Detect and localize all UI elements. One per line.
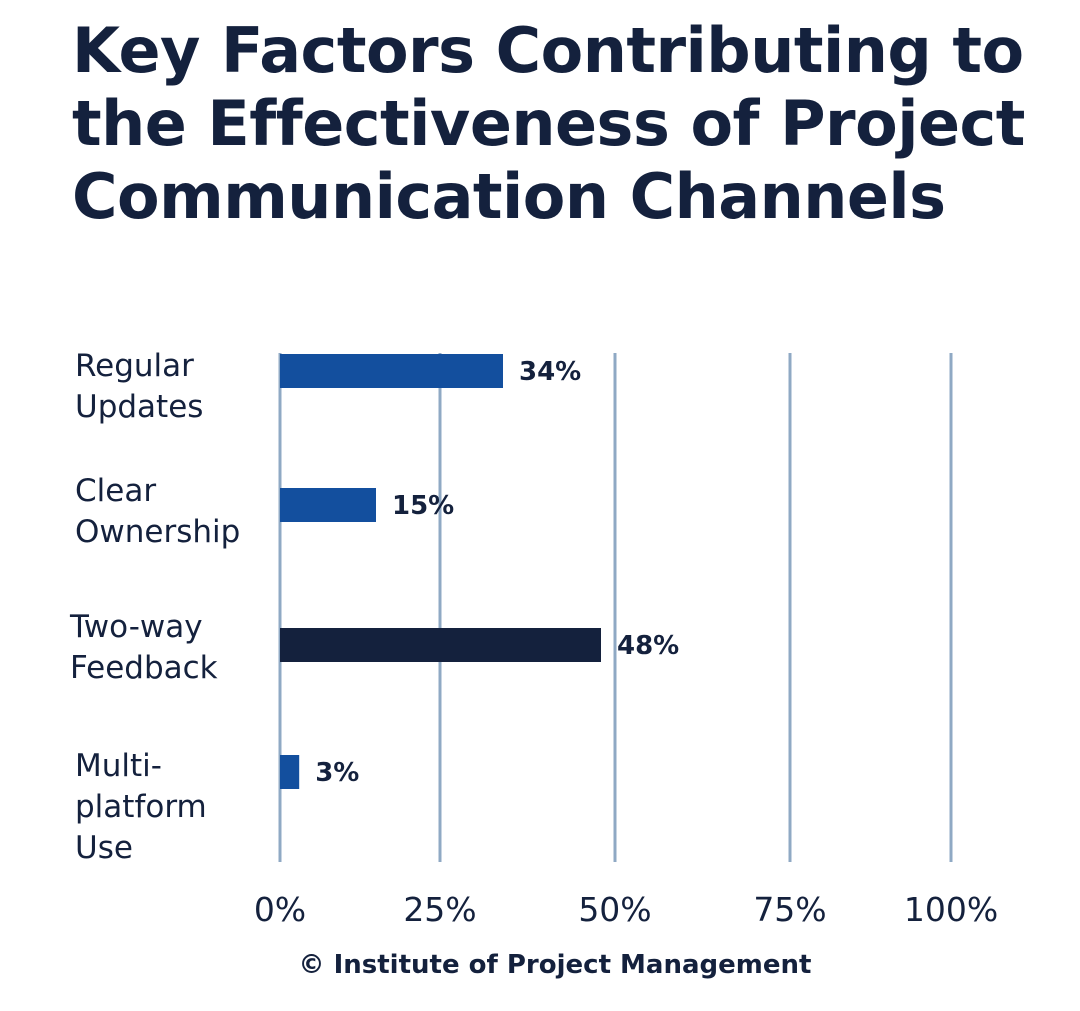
bar [280,488,376,522]
bar-value-label: 3% [315,758,359,788]
bar-value-label: 34% [519,357,581,387]
category-label: Clear Ownership [75,473,240,550]
x-tick-label: 25% [403,890,476,929]
category-label: Two-way Feedback [69,609,218,686]
bar-value-label: 15% [392,491,454,521]
value-labels: 34% 15% 48% 3% [315,357,679,788]
x-axis-tick-labels: 0% 25% 50% 75% 100% [254,890,998,929]
bar [280,354,503,388]
x-tick-label: 75% [753,890,826,929]
bars [280,354,601,789]
category-label: Multi-platform Use [75,748,207,866]
source-credit: © Institute of Project Management [298,950,812,980]
category-labels: Regular Updates Clear Ownership Two-way Feedb… [69,348,240,866]
bar-chart: 34% 15% 48% 3% Regular Updates Clear Ownership… [69,348,998,929]
x-tick-label: 50% [578,890,651,929]
bar [280,628,601,662]
x-tick-label: 100% [904,890,998,929]
bar [280,755,300,789]
chart-title: Key Factors Contributing to the Effectiv… [72,14,1025,233]
bar-value-label: 48% [617,631,679,661]
x-tick-label: 0% [254,890,306,929]
category-label: Regular Updates [75,348,203,425]
gridlines [278,353,953,862]
